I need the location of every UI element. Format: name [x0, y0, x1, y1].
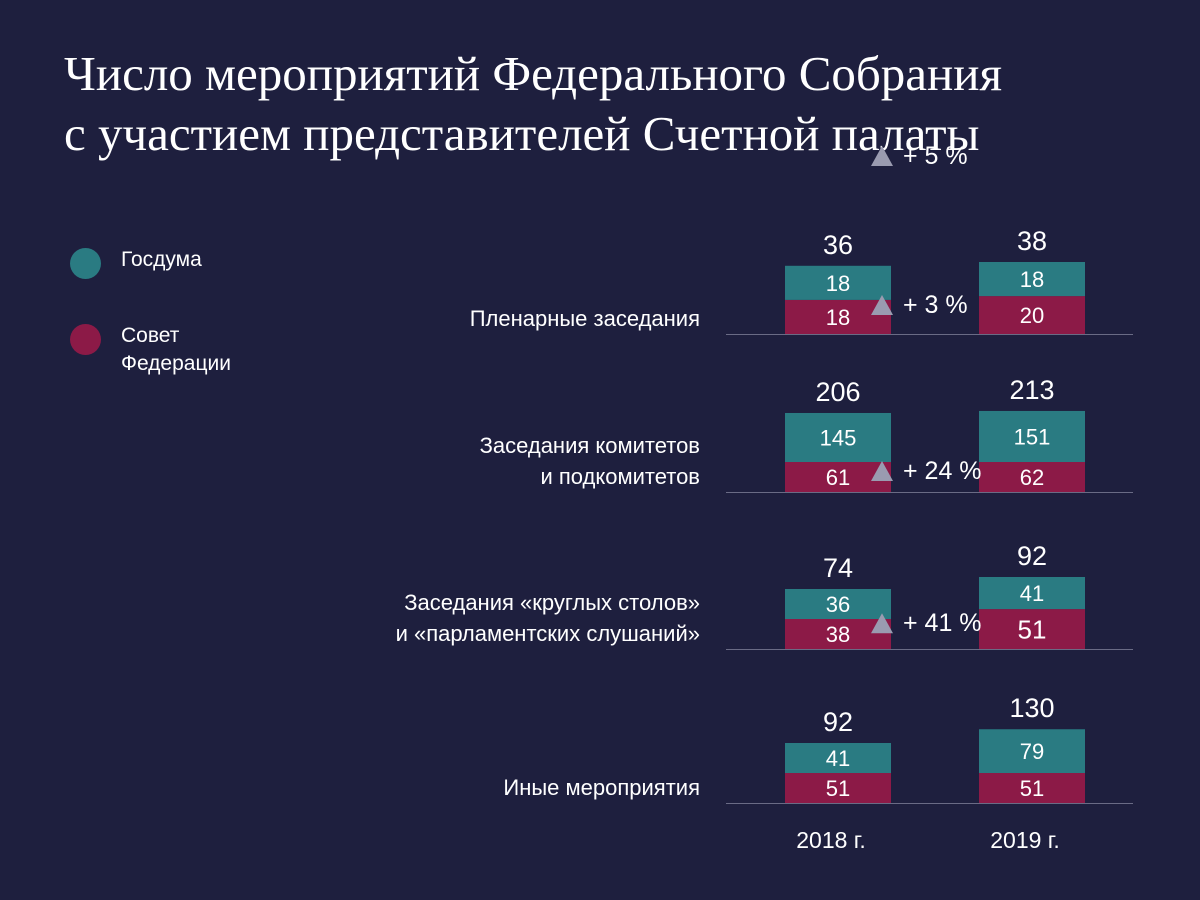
change-triangle-icon-0 [871, 146, 893, 166]
total-value-3-1: 130 [1009, 693, 1054, 723]
category-label-0-0: Пленарные заседания [470, 306, 700, 331]
value-sovfed-2-0: 38 [826, 622, 850, 647]
legend-swatch-gosduma [70, 248, 101, 279]
value-gosduma-1-0: 145 [820, 425, 857, 450]
value-gosduma-2-0: 36 [826, 592, 850, 617]
total-value-2-0: 74 [823, 553, 853, 583]
change-value-2: + 24 % [903, 457, 982, 485]
bar-gosduma-1-0 [785, 412, 891, 462]
legend-item-gosduma: Госдума [70, 246, 281, 279]
bar-sovfed-2-0 [785, 619, 891, 649]
total-value-1-0: 206 [815, 377, 860, 407]
bar-gosduma-2-1 [979, 577, 1085, 610]
category-label-1-0: Заседания комитетов [480, 433, 700, 458]
total-value-0-0: 36 [823, 230, 853, 260]
value-gosduma-0-0: 18 [826, 271, 850, 296]
change-triangle-icon-3 [871, 613, 893, 634]
title-line-1: Число мероприятий Федерального Собрания [64, 46, 1003, 101]
value-gosduma-1-1: 151 [1014, 424, 1051, 449]
year-label-0: 2018 г. [796, 827, 866, 853]
bar-gosduma-0-1 [979, 262, 1085, 297]
category-label-2-0: Заседания «круглых столов» [404, 590, 700, 615]
total-value-1-1: 213 [1009, 375, 1054, 405]
bar-gosduma-3-0 [785, 743, 891, 773]
value-sovfed-1-1: 62 [1020, 465, 1044, 490]
bar-sovfed-2-1 [979, 609, 1085, 649]
title-line-2: с участием представителей Счетной палаты [64, 106, 980, 161]
change-triangle-icon-2 [871, 461, 893, 481]
value-sovfed-0-1: 20 [1020, 303, 1044, 328]
total-value-0-1: 38 [1017, 226, 1047, 256]
legend-label-sovfed: Совет Федерации [121, 324, 231, 375]
total-value-3-0: 92 [823, 707, 853, 737]
category-label-1-1: и подкомитетов [540, 464, 700, 489]
value-gosduma-0-1: 18 [1020, 267, 1044, 292]
bar-gosduma-0-0 [785, 265, 891, 300]
change-value-0: + 5 % [903, 142, 968, 170]
change-value-3: + 41 % [903, 609, 982, 637]
legend-item-sovfed: Совет Федерации [70, 322, 281, 378]
category-label-3-0: Иные мероприятия [503, 775, 700, 800]
change-value-1: + 3 % [903, 291, 968, 319]
value-sovfed-2-1: 51 [1018, 614, 1047, 644]
value-gosduma-3-1: 79 [1020, 739, 1044, 764]
legend-label-gosduma: Госдума [121, 248, 202, 271]
legend-swatch-sovfed [70, 324, 101, 355]
total-value-2-1: 92 [1017, 541, 1047, 571]
year-label-1: 2019 г. [990, 827, 1060, 853]
bar-sovfed-0-1 [979, 296, 1085, 334]
bar-gosduma-2-0 [785, 589, 891, 619]
bar-sovfed-1-1 [979, 462, 1085, 492]
value-gosduma-3-0: 41 [826, 746, 850, 771]
bar-gosduma-1-1 [979, 410, 1085, 462]
chart-title: Число мероприятий Федерального Собрания … [64, 44, 1164, 164]
category-label-2-1: и «парламентских слушаний» [396, 621, 700, 646]
value-gosduma-2-1: 41 [1020, 581, 1044, 606]
bar-sovfed-0-0 [785, 299, 891, 334]
value-sovfed-3-1: 51 [1020, 776, 1044, 801]
value-sovfed-3-0: 51 [826, 776, 850, 801]
change-triangle-icon-1 [871, 294, 893, 315]
value-sovfed-1-0: 61 [826, 465, 850, 490]
bar-gosduma-3-1 [979, 729, 1085, 773]
value-sovfed-0-0: 18 [826, 305, 850, 330]
bar-sovfed-3-1 [979, 773, 1085, 803]
bar-sovfed-3-0 [785, 773, 891, 803]
